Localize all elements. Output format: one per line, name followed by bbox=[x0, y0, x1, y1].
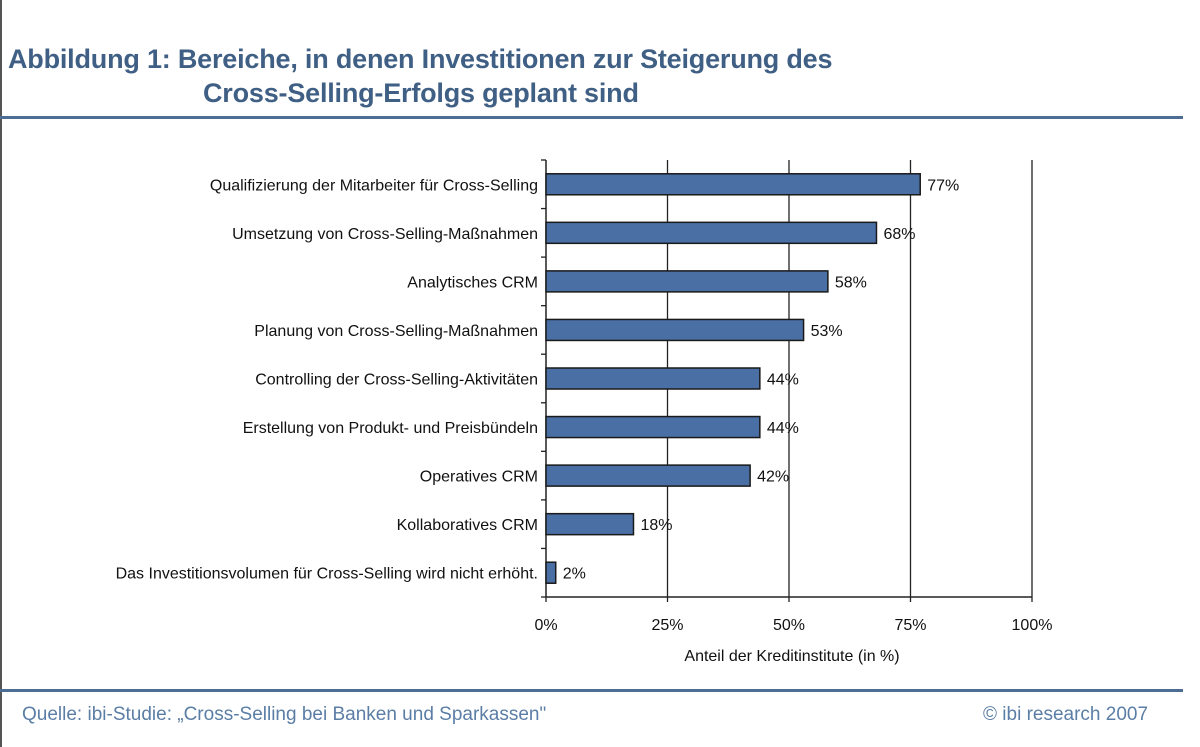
bar bbox=[545, 173, 921, 196]
category-label: Planung von Cross-Selling-Maßnahmen bbox=[254, 323, 538, 340]
data-label: 42% bbox=[757, 469, 789, 486]
bar bbox=[545, 270, 829, 293]
x-tick-label: 0% bbox=[534, 617, 557, 634]
title-line-1: Abbildung 1: Bereiche, in denen Investit… bbox=[8, 44, 833, 74]
x-tick-label: 50% bbox=[773, 617, 805, 634]
data-label: 44% bbox=[767, 420, 799, 437]
copyright: © ibi research 2007 bbox=[983, 704, 1149, 725]
bar bbox=[545, 367, 761, 390]
category-label: Erstellung von Produkt- und Preisbündeln bbox=[243, 420, 538, 437]
category-label: Umsetzung von Cross-Selling-Maßnahmen bbox=[232, 226, 538, 243]
left-border bbox=[0, 0, 2, 747]
footer-divider bbox=[0, 689, 1183, 692]
bar bbox=[545, 318, 805, 342]
data-label: 53% bbox=[811, 323, 843, 340]
data-label: 2% bbox=[563, 566, 586, 583]
bar bbox=[545, 415, 761, 439]
bar bbox=[545, 512, 635, 536]
data-label: 68% bbox=[883, 226, 915, 243]
page-title: Abbildung 1: Bereiche, in denen Investit… bbox=[8, 42, 833, 110]
category-label: Operatives CRM bbox=[420, 469, 538, 486]
title-line-2: Cross-Selling-Erfolgs geplant sind bbox=[203, 78, 639, 108]
data-label: 58% bbox=[835, 274, 867, 291]
category-label: Das Investitionsvolumen für Cross-Sellin… bbox=[116, 566, 538, 583]
x-tick-label: 100% bbox=[1012, 617, 1053, 634]
bar bbox=[545, 221, 878, 245]
category-label: Controlling der Cross-Selling-Aktivitäte… bbox=[255, 372, 538, 389]
x-axis-label: Anteil der Kreditinstitute (in %) bbox=[684, 648, 899, 665]
data-label: 77% bbox=[927, 177, 959, 194]
data-label: 18% bbox=[640, 517, 672, 534]
source-note: Quelle: ibi-Studie: „Cross-Selling bei B… bbox=[22, 704, 547, 725]
category-label: Qualifizierung der Mitarbeiter für Cross… bbox=[210, 177, 538, 194]
bar bbox=[545, 561, 557, 584]
title-divider bbox=[0, 116, 1183, 119]
data-label: 44% bbox=[767, 372, 799, 389]
category-label: Kollaboratives CRM bbox=[397, 517, 538, 534]
x-tick-label: 25% bbox=[651, 617, 683, 634]
x-tick-label: 75% bbox=[894, 617, 926, 634]
category-label: Analytisches CRM bbox=[407, 274, 538, 291]
bar bbox=[545, 464, 751, 487]
